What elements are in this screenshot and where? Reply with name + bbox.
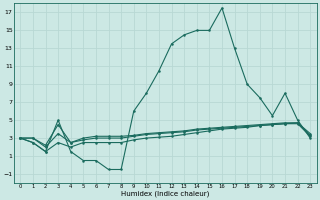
X-axis label: Humidex (Indice chaleur): Humidex (Indice chaleur) bbox=[121, 190, 210, 197]
